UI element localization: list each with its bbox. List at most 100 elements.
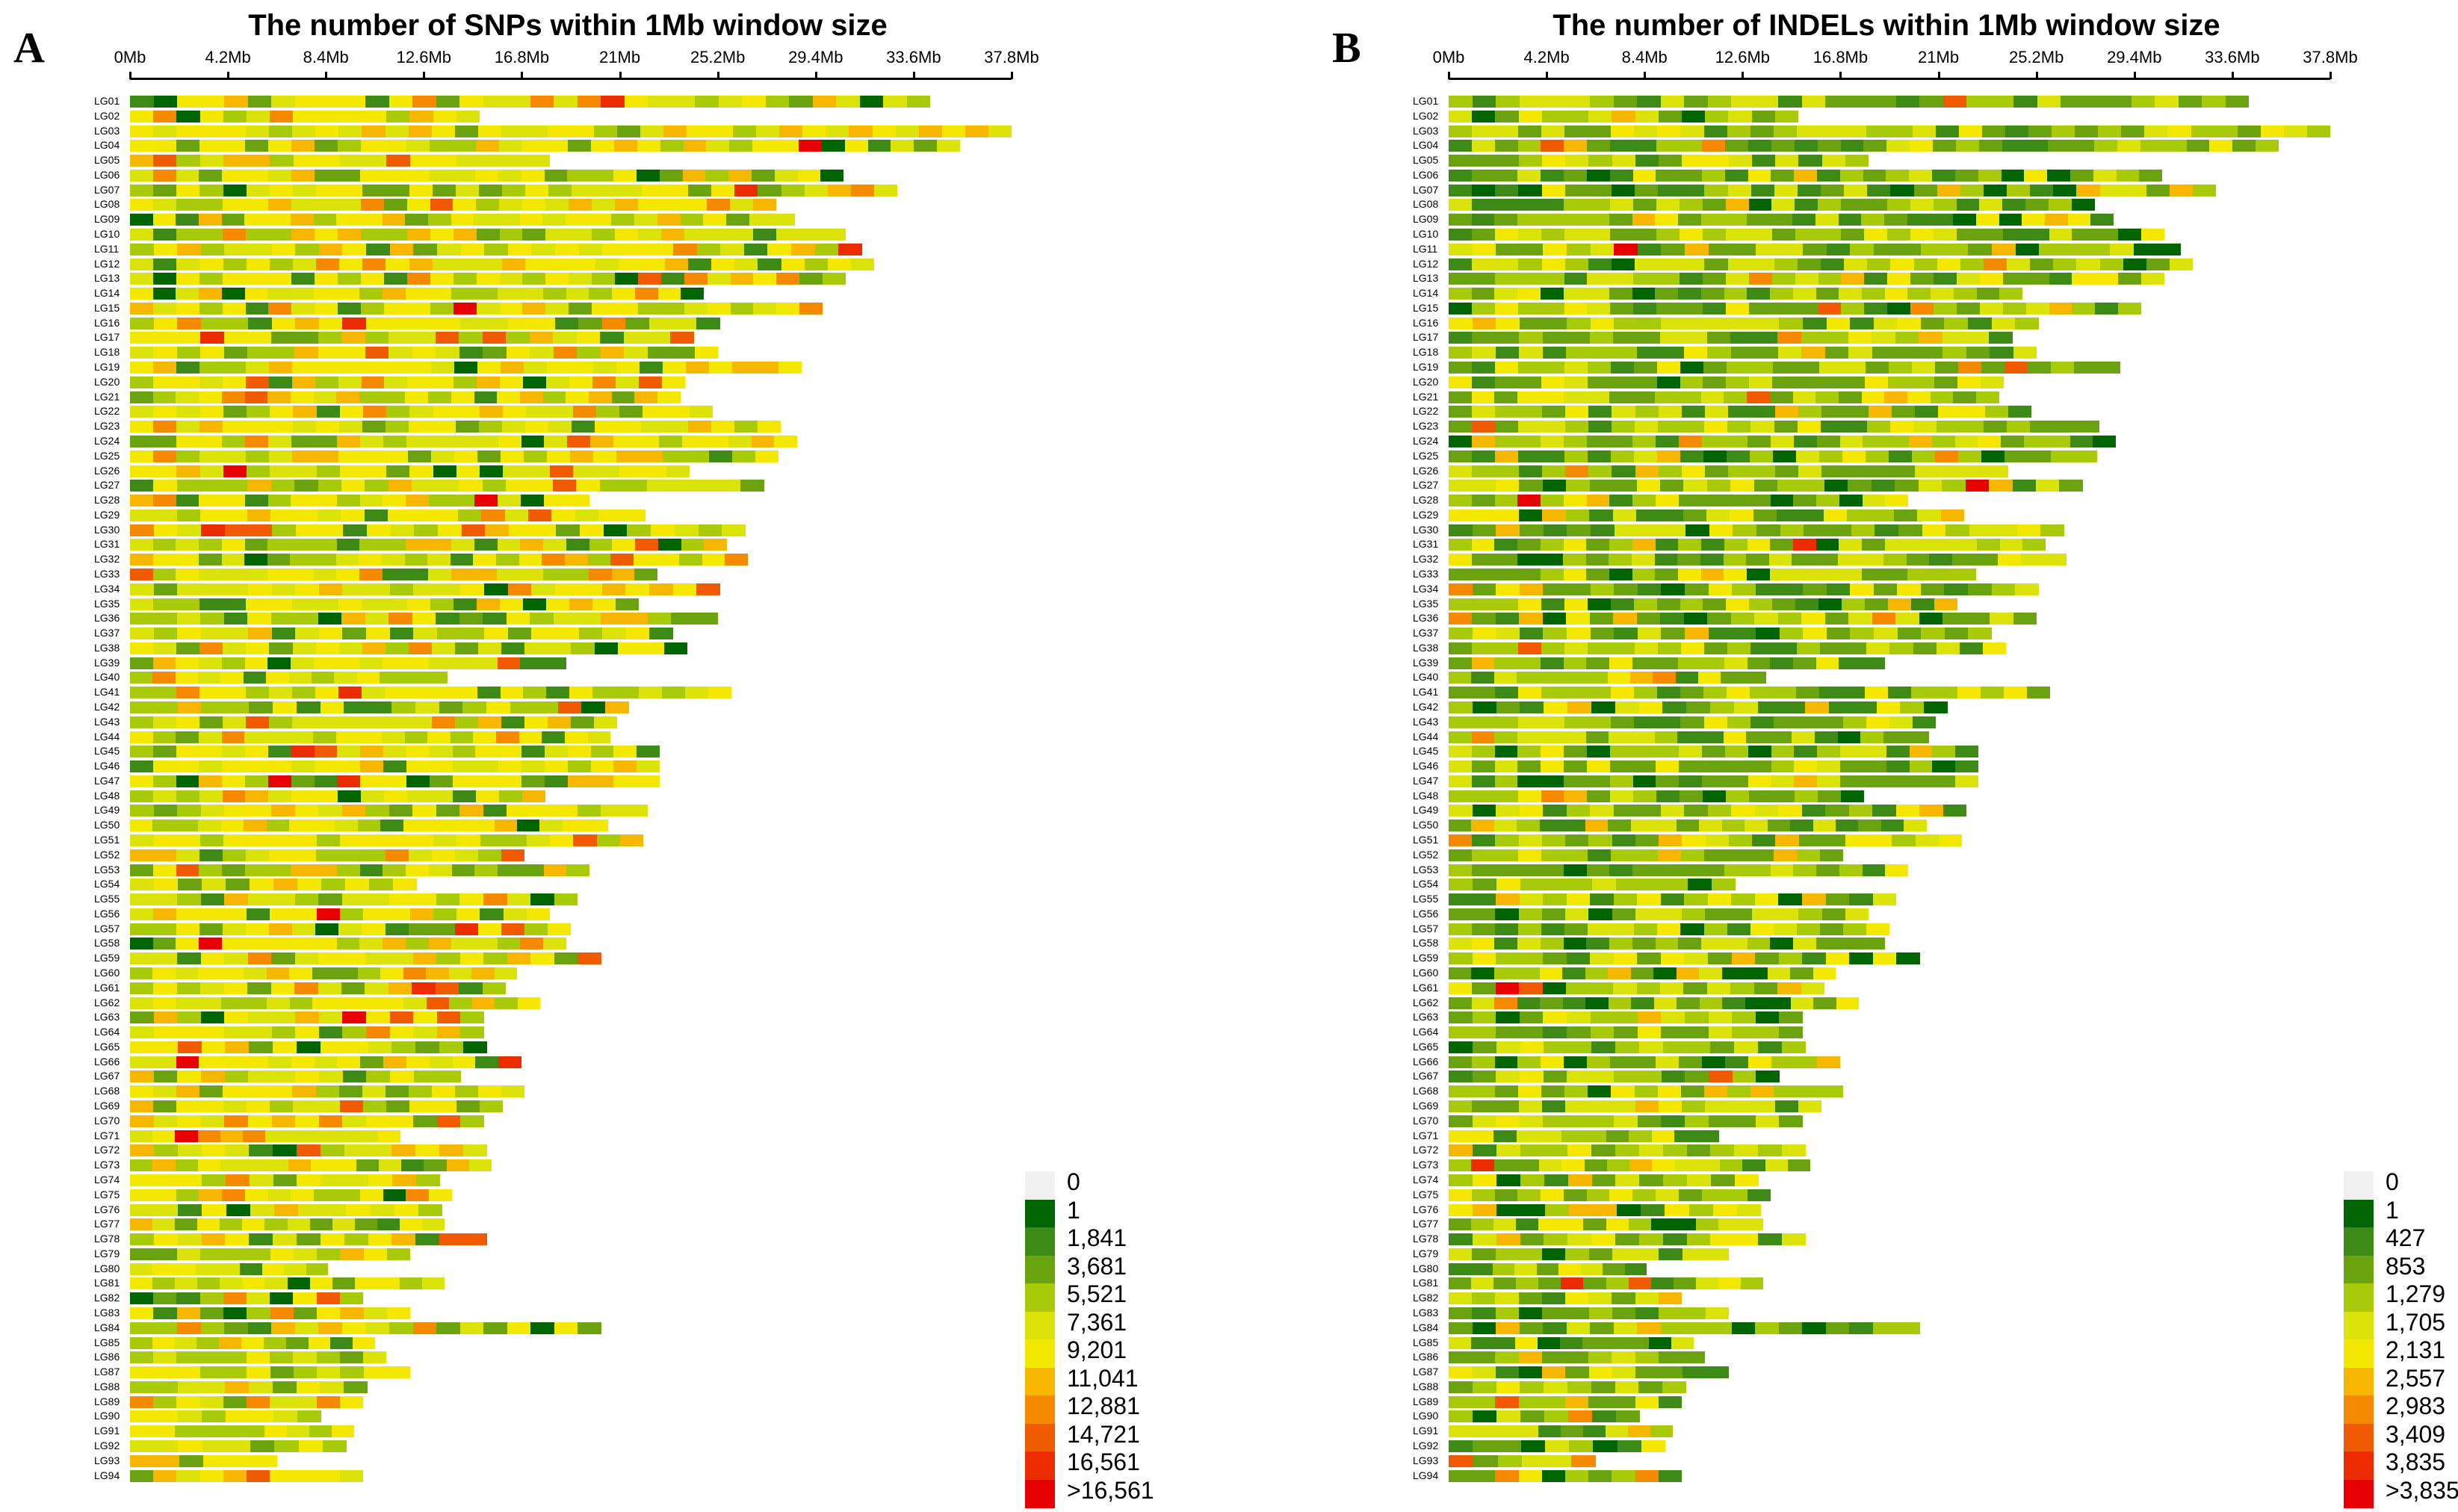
window-bin <box>245 229 269 241</box>
window-bin <box>314 1056 338 1068</box>
window-bin <box>1449 775 1472 787</box>
window-bin <box>507 317 532 329</box>
window-bin <box>413 628 437 640</box>
window-bin <box>1802 317 1827 329</box>
window-bin <box>1636 480 1660 492</box>
window-bin <box>340 834 364 846</box>
window-bin <box>2007 258 2031 270</box>
window-bin <box>603 524 628 536</box>
window-bin <box>1449 967 1472 980</box>
window-bin <box>1583 1218 1606 1231</box>
window-bin <box>507 583 532 595</box>
window-bin <box>1880 819 1904 832</box>
window-bin <box>1496 96 1520 108</box>
window-bin <box>1590 243 1615 255</box>
window-bin <box>153 406 177 418</box>
window-bin <box>1449 1381 1473 1393</box>
chromosome-label: LG21 <box>94 390 120 403</box>
window-bin <box>339 465 364 477</box>
window-bin <box>199 465 223 477</box>
window-bin <box>310 1130 333 1142</box>
window-bin <box>591 140 615 152</box>
window-bin <box>1911 687 1935 699</box>
window-bin <box>1617 1440 1641 1452</box>
window-bin <box>1747 760 1771 773</box>
window-bin <box>578 317 602 329</box>
window-bin <box>1636 982 1660 994</box>
window-bin <box>152 598 176 610</box>
window-bin <box>130 258 154 270</box>
window-bin <box>937 140 960 152</box>
window-bin <box>1543 1322 1567 1334</box>
window-bin <box>595 258 619 270</box>
window-bin <box>1565 908 1589 920</box>
window-bin <box>248 628 272 640</box>
window-bin <box>475 169 498 182</box>
window-bin <box>587 554 611 566</box>
window-bin <box>221 568 245 580</box>
window-bin <box>1637 1322 1661 1334</box>
window-bin <box>223 155 247 167</box>
window-bin <box>523 598 547 610</box>
window-bin <box>1741 1277 1763 1290</box>
window-bin <box>1682 1248 1706 1260</box>
window-bin <box>435 332 459 344</box>
legend-swatch <box>1025 1451 1055 1481</box>
window-bin <box>1497 1454 1523 1467</box>
window-bin <box>1723 554 1747 566</box>
window-bin <box>175 967 199 980</box>
window-bin <box>1586 495 1610 507</box>
window-bin <box>1705 834 1729 846</box>
window-bin <box>298 1440 323 1452</box>
window-bin <box>199 775 223 787</box>
window-bin <box>318 243 343 255</box>
window-bin <box>433 406 456 418</box>
window-bin <box>1656 687 1680 699</box>
window-bin <box>1637 317 1662 329</box>
window-bin <box>130 465 154 477</box>
window-bin <box>1637 1011 1662 1024</box>
window-bin <box>2039 243 2063 255</box>
window-bin <box>340 1307 364 1319</box>
chromosome-label: LG55 <box>94 893 120 905</box>
window-bin <box>1494 229 1518 241</box>
window-bin <box>199 642 223 654</box>
window-bin <box>1609 746 1633 758</box>
window-bin <box>176 687 199 699</box>
window-bin <box>545 229 569 241</box>
window-bin <box>130 672 153 684</box>
window-bin <box>659 435 683 447</box>
window-bin <box>199 1292 223 1305</box>
window-bin <box>1608 997 1631 1009</box>
window-bin <box>312 997 335 1009</box>
window-bin <box>130 923 154 935</box>
window-bin <box>1449 938 1472 950</box>
window-bin <box>1801 480 1824 492</box>
window-bin <box>245 169 268 182</box>
window-bin <box>152 967 176 980</box>
window-bin <box>1942 613 1966 625</box>
window-bin <box>1798 406 1822 418</box>
window-bin <box>1975 214 1999 226</box>
window-bin <box>722 524 746 536</box>
window-bin <box>130 583 154 595</box>
window-bin <box>152 657 176 669</box>
window-bin <box>2141 229 2164 241</box>
window-bin <box>1956 229 1980 241</box>
window-bin <box>529 480 553 492</box>
window-bin <box>357 819 381 832</box>
window-bin <box>1770 864 1794 876</box>
window-bin <box>1747 568 1770 580</box>
window-bin <box>1543 893 1567 906</box>
window-bin <box>152 731 176 743</box>
chromosome-label: LG26 <box>1413 464 1439 477</box>
window-bin <box>524 362 547 374</box>
window-bin <box>335 997 358 1009</box>
window-bin <box>1473 879 1496 891</box>
window-bin <box>804 258 828 270</box>
window-bin <box>1493 1218 1517 1231</box>
window-bin <box>641 258 665 270</box>
window-bin <box>1900 701 1925 713</box>
window-bin <box>363 406 387 418</box>
window-bin <box>429 169 453 182</box>
